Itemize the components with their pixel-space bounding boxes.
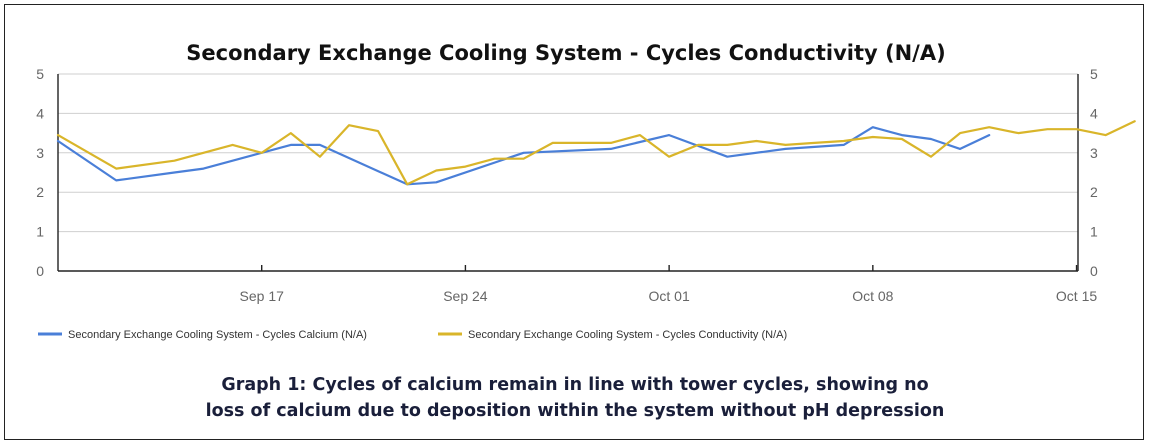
axes: 0 0 1 1 2 2 3 3 4 4 5 5 Sep 17 Sep 24 Oct 01 Oct 08 Oct … xyxy=(36,66,1098,304)
y-tick-label-right: 0 xyxy=(1090,263,1098,279)
y-tick-label-right: 2 xyxy=(1090,184,1098,200)
x-tick-label: Sep 24 xyxy=(443,288,488,304)
legend: Secondary Exchange Cooling System - Cycl… xyxy=(38,329,787,341)
y-tick-label-right: 3 xyxy=(1090,145,1098,161)
y-tick-label-right: 1 xyxy=(1090,224,1098,240)
gridlines xyxy=(58,73,1078,272)
series-lines xyxy=(56,120,1136,186)
y-tick-label-left: 3 xyxy=(36,145,44,161)
y-tick-label-left: 2 xyxy=(36,184,44,200)
series-line-conductivity xyxy=(56,120,1136,186)
y-tick-label-right: 4 xyxy=(1090,105,1098,121)
x-tick-label: Oct 01 xyxy=(649,288,690,304)
y-tick-label-right: 5 xyxy=(1090,66,1098,82)
figure-caption: Graph 1: Cycles of calcium remain in lin… xyxy=(0,372,1150,424)
x-tick-label: Sep 17 xyxy=(240,288,285,304)
x-tick-label: Oct 08 xyxy=(852,288,893,304)
legend-label: Secondary Exchange Cooling System - Cycl… xyxy=(468,329,787,341)
y-tick-label-left: 4 xyxy=(36,105,44,121)
x-tick-label: Oct 15 xyxy=(1056,288,1097,304)
y-tick-label-left: 1 xyxy=(36,224,44,240)
chart-frame xyxy=(4,4,1144,440)
legend-label: Secondary Exchange Cooling System - Cycl… xyxy=(68,329,367,341)
chart-title: Secondary Exchange Cooling System - Cycl… xyxy=(186,41,945,65)
caption-line-2: loss of calcium due to deposition within… xyxy=(205,401,945,421)
series-line-calcium xyxy=(56,126,991,186)
y-tick-label-left: 5 xyxy=(36,66,44,82)
y-tick-label-left: 0 xyxy=(36,263,44,279)
caption-line-1: Graph 1: Cycles of calcium remain in lin… xyxy=(221,375,929,395)
